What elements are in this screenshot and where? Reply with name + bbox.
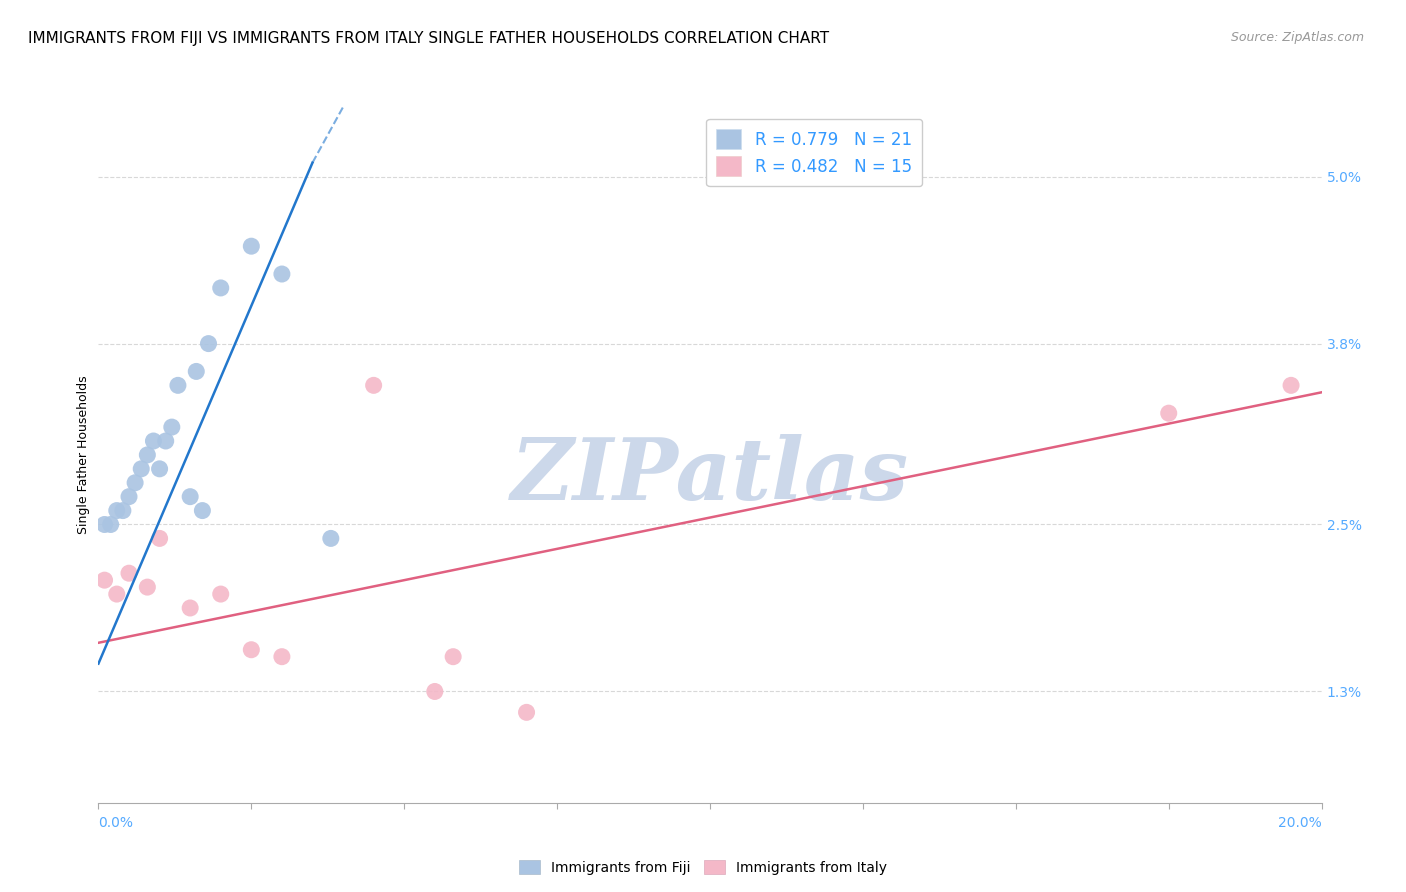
Point: [93, 517, 115, 532]
Point: [118, 566, 141, 581]
Point: [1157, 406, 1180, 420]
Point: [105, 587, 128, 601]
Text: 20.0%: 20.0%: [1278, 816, 1322, 830]
Text: 0.0%: 0.0%: [98, 816, 134, 830]
Point: [179, 490, 201, 504]
Text: ZIPatlas: ZIPatlas: [510, 434, 910, 517]
Point: [160, 420, 183, 434]
Point: [136, 448, 159, 462]
Point: [197, 336, 219, 351]
Point: [105, 503, 128, 517]
Text: IMMIGRANTS FROM FIJI VS IMMIGRANTS FROM ITALY SINGLE FATHER HOUSEHOLDS CORRELATI: IMMIGRANTS FROM FIJI VS IMMIGRANTS FROM …: [28, 31, 830, 46]
Point: [186, 364, 208, 378]
Point: [93, 573, 115, 587]
Text: Source: ZipAtlas.com: Source: ZipAtlas.com: [1230, 31, 1364, 45]
Point: [240, 642, 263, 657]
Point: [423, 684, 446, 698]
Point: [124, 475, 146, 490]
Point: [167, 378, 190, 392]
Point: [209, 587, 232, 601]
Point: [118, 490, 141, 504]
Point: [319, 532, 342, 546]
Point: [363, 378, 385, 392]
Legend: Immigrants from Fiji, Immigrants from Italy: Immigrants from Fiji, Immigrants from It…: [513, 855, 893, 880]
Point: [270, 267, 294, 281]
Point: [149, 462, 172, 476]
Point: [129, 462, 152, 476]
Point: [1279, 378, 1302, 392]
Point: [179, 601, 201, 615]
Point: [240, 239, 263, 253]
Y-axis label: Single Father Households: Single Father Households: [77, 376, 90, 534]
Legend: R = 0.779   N = 21, R = 0.482   N = 15: R = 0.779 N = 21, R = 0.482 N = 15: [706, 119, 922, 186]
Point: [142, 434, 165, 448]
Point: [270, 649, 294, 664]
Point: [209, 281, 232, 295]
Point: [516, 706, 538, 720]
Point: [441, 649, 464, 664]
Point: [100, 517, 122, 532]
Point: [155, 434, 177, 448]
Point: [149, 532, 172, 546]
Point: [111, 503, 134, 517]
Point: [136, 580, 159, 594]
Point: [191, 503, 214, 517]
